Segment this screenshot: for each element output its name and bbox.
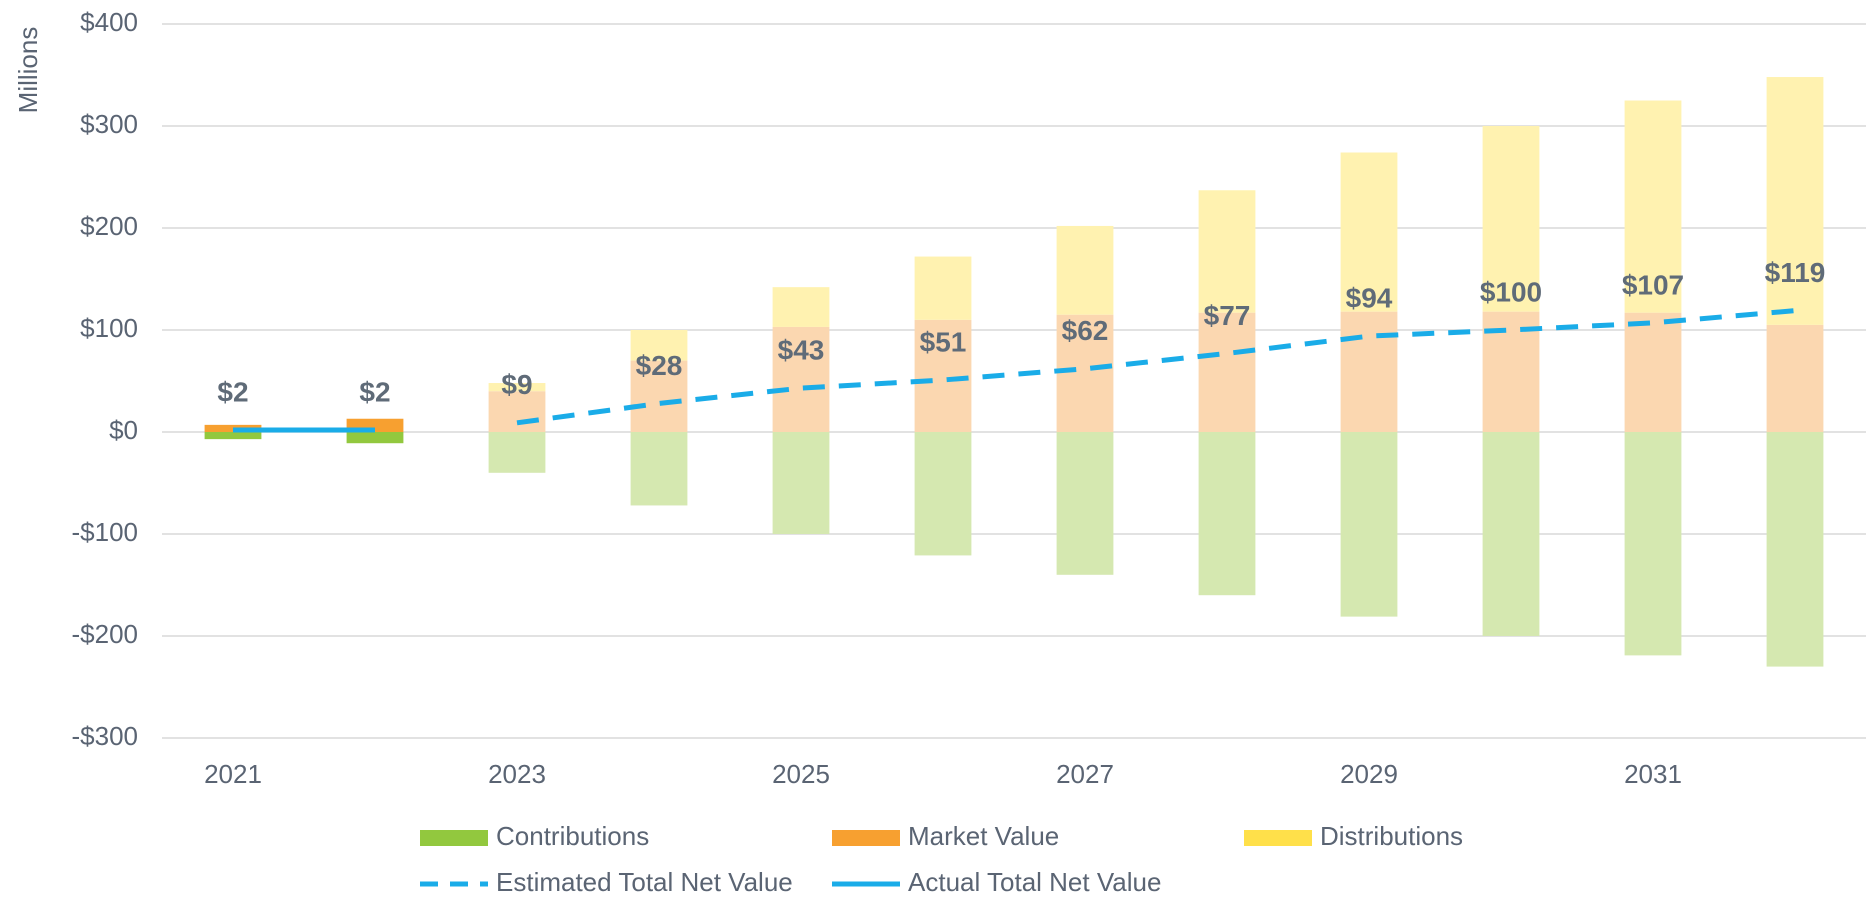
- data-label: $62: [1062, 315, 1109, 346]
- data-label: $43: [778, 335, 825, 366]
- bar-segment: [1340, 432, 1398, 617]
- legend-swatch: [420, 830, 488, 846]
- data-label: $9: [501, 369, 532, 400]
- bar-segment: [914, 432, 972, 556]
- y-tick-label: $400: [80, 7, 138, 37]
- y-tick-label: $300: [80, 109, 138, 139]
- legend-label: Distributions: [1320, 821, 1463, 851]
- data-label: $94: [1346, 283, 1393, 314]
- legend-swatch: [1244, 830, 1312, 846]
- bar-segment: [1340, 152, 1398, 312]
- bar-segment: [772, 326, 830, 432]
- x-tick-label: 2027: [1056, 759, 1114, 789]
- bar-segment: [204, 432, 262, 440]
- bar-segment: [488, 432, 546, 473]
- x-tick-label: 2023: [488, 759, 546, 789]
- legend-label: Actual Total Net Value: [908, 867, 1161, 897]
- y-tick-label: $0: [109, 415, 138, 445]
- x-tick-label: 2031: [1624, 759, 1682, 789]
- bar-segment: [630, 330, 688, 361]
- data-label: $2: [359, 376, 390, 407]
- bar-segment: [1624, 100, 1682, 313]
- bar-segment: [488, 391, 546, 432]
- data-label: $51: [920, 326, 967, 357]
- data-label: $77: [1204, 300, 1251, 331]
- bar-segment: [1198, 190, 1256, 313]
- bar-segment: [772, 287, 830, 327]
- bar-segment: [1766, 77, 1824, 325]
- bar-segment: [1482, 126, 1540, 312]
- y-tick-label: $200: [80, 211, 138, 241]
- y-tick-label: -$100: [72, 517, 139, 547]
- bar-segment: [1624, 432, 1682, 656]
- data-label: $119: [1765, 257, 1826, 288]
- bar-segment: [1056, 314, 1114, 432]
- bar-segment: [1198, 312, 1256, 432]
- bar-segment: [1766, 432, 1824, 667]
- y-tick-label: $100: [80, 313, 138, 343]
- legend-swatch: [832, 830, 900, 846]
- legend-label: Estimated Total Net Value: [496, 867, 793, 897]
- data-label: $28: [636, 350, 683, 381]
- data-label: $107: [1622, 269, 1684, 300]
- bar-segment: [914, 256, 972, 320]
- data-label: $2: [217, 376, 248, 407]
- bar-segment: [1766, 324, 1824, 432]
- bar-segment: [1198, 432, 1256, 596]
- bar-segment: [1340, 311, 1398, 432]
- bar-segment: [1056, 225, 1114, 315]
- bar-segment: [914, 319, 972, 432]
- data-label: $100: [1480, 276, 1542, 307]
- legend-label: Contributions: [496, 821, 649, 851]
- bar-segment: [630, 360, 688, 432]
- y-axis-label: Millions: [13, 27, 43, 114]
- bar-segment: [346, 432, 404, 444]
- x-tick-label: 2025: [772, 759, 830, 789]
- x-tick-label: 2029: [1340, 759, 1398, 789]
- x-tick-label: 2021: [204, 759, 262, 789]
- bar-segment: [1482, 432, 1540, 636]
- legend-label: Market Value: [908, 821, 1059, 851]
- bar-segment: [1056, 432, 1114, 575]
- y-tick-label: -$200: [72, 619, 139, 649]
- bar-segment: [488, 383, 546, 392]
- bar-segment: [772, 432, 830, 534]
- bar-segment: [1624, 312, 1682, 432]
- line: [516, 308, 1796, 426]
- bar-segment: [630, 432, 688, 506]
- y-tick-label: -$300: [72, 721, 139, 751]
